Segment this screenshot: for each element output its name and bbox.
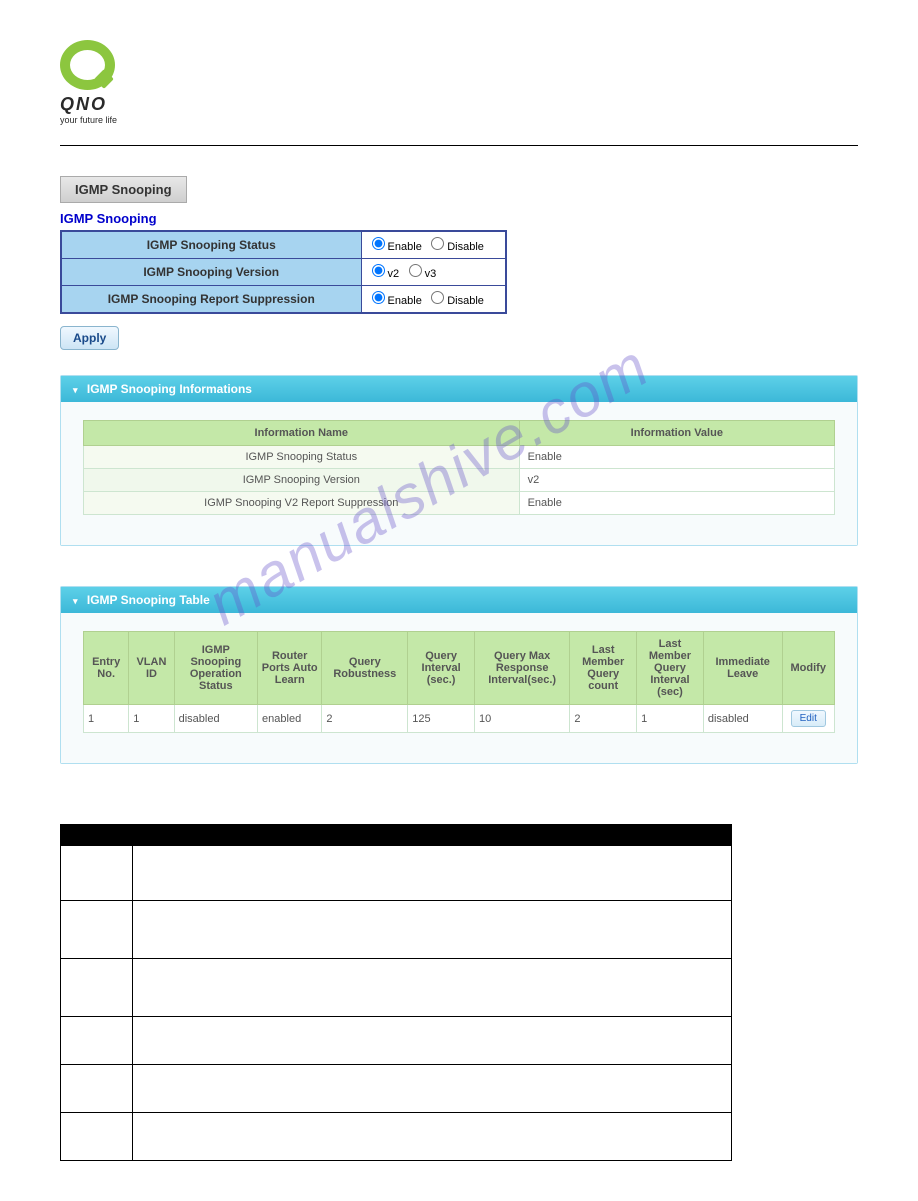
desc-cell bbox=[133, 959, 732, 1017]
info-name: IGMP Snooping Status bbox=[84, 446, 520, 469]
radio-option[interactable]: v2 bbox=[372, 268, 400, 280]
info-col-value: Information Value bbox=[519, 421, 834, 446]
section-header: IGMP Snooping bbox=[60, 176, 187, 203]
radio-option[interactable]: Disable bbox=[431, 295, 484, 307]
config-label: IGMP Snooping Status bbox=[61, 231, 361, 259]
radio-option[interactable]: v3 bbox=[409, 268, 437, 280]
info-name: IGMP Snooping V2 Report Suppression bbox=[84, 492, 520, 515]
snoop-header: Last Member Query Interval (sec) bbox=[637, 632, 704, 705]
radio-option[interactable]: Disable bbox=[431, 241, 484, 253]
snoop-cell: 2 bbox=[322, 705, 408, 733]
radio-option[interactable]: Enable bbox=[372, 295, 422, 307]
snoop-header: Entry No. bbox=[84, 632, 129, 705]
snoop-header: Query Max Response Interval(sec.) bbox=[474, 632, 569, 705]
snoop-header: Last Member Query count bbox=[570, 632, 637, 705]
snoop-cell: 125 bbox=[408, 705, 475, 733]
info-col-name: Information Name bbox=[84, 421, 520, 446]
desc-cell bbox=[61, 1113, 133, 1161]
snoop-cell: 10 bbox=[474, 705, 569, 733]
logo-q-icon bbox=[60, 40, 115, 90]
snoop-cell: 1 bbox=[129, 705, 174, 733]
snoop-header: IGMP Snooping Operation Status bbox=[174, 632, 257, 705]
snoop-header: VLAN ID bbox=[129, 632, 174, 705]
description-table bbox=[60, 824, 732, 1161]
snooping-table-header[interactable]: ▾ IGMP Snooping Table bbox=[61, 587, 857, 613]
radio-input[interactable] bbox=[431, 291, 444, 304]
info-value: Enable bbox=[519, 446, 834, 469]
config-label: IGMP Snooping Report Suppression bbox=[61, 286, 361, 314]
snoop-header: Immediate Leave bbox=[703, 632, 782, 705]
caret-down-icon: ▾ bbox=[73, 385, 78, 395]
snoop-cell: disabled bbox=[174, 705, 257, 733]
info-panel-header[interactable]: ▾ IGMP Snooping Informations bbox=[61, 376, 857, 402]
info-panel-title: IGMP Snooping Informations bbox=[87, 382, 252, 396]
radio-input[interactable] bbox=[431, 237, 444, 250]
desc-cell bbox=[61, 901, 133, 959]
config-label: IGMP Snooping Version bbox=[61, 259, 361, 286]
info-name: IGMP Snooping Version bbox=[84, 469, 520, 492]
desc-cell bbox=[61, 959, 133, 1017]
edit-button[interactable]: Edit bbox=[791, 710, 826, 727]
desc-cell bbox=[133, 1017, 732, 1065]
brand-tagline: your future life bbox=[60, 115, 858, 125]
info-value: v2 bbox=[519, 469, 834, 492]
desc-cell bbox=[61, 1065, 133, 1113]
caret-down-icon: ▾ bbox=[73, 596, 78, 606]
snoop-header: Query Robustness bbox=[322, 632, 408, 705]
snoop-cell: 1 bbox=[637, 705, 704, 733]
snoop-header: Query Interval (sec.) bbox=[408, 632, 475, 705]
info-value: Enable bbox=[519, 492, 834, 515]
radio-input[interactable] bbox=[372, 291, 385, 304]
desc-cell bbox=[133, 1113, 732, 1161]
radio-input[interactable] bbox=[372, 264, 385, 277]
logo-area: QNO your future life bbox=[60, 40, 858, 125]
subtitle: IGMP Snooping bbox=[60, 211, 858, 226]
snoop-cell: disabled bbox=[703, 705, 782, 733]
divider bbox=[60, 145, 858, 146]
config-table: IGMP Snooping Status Enable Disable IGMP… bbox=[60, 230, 507, 314]
snooping-table: Entry No.VLAN IDIGMP Snooping Operation … bbox=[83, 631, 835, 733]
desc-cell bbox=[133, 901, 732, 959]
desc-cell bbox=[61, 1017, 133, 1065]
snoop-cell: enabled bbox=[258, 705, 322, 733]
desc-cell bbox=[133, 846, 732, 901]
snoop-header: Modify bbox=[782, 632, 835, 705]
desc-cell bbox=[61, 846, 133, 901]
snooping-table-panel: ▾ IGMP Snooping Table Entry No.VLAN IDIG… bbox=[60, 586, 858, 764]
info-table: Information Name Information Value IGMP … bbox=[83, 420, 835, 515]
radio-input[interactable] bbox=[409, 264, 422, 277]
snooping-table-title: IGMP Snooping Table bbox=[87, 593, 210, 607]
desc-header-2 bbox=[133, 825, 732, 846]
radio-input[interactable] bbox=[372, 237, 385, 250]
radio-option[interactable]: Enable bbox=[372, 241, 422, 253]
snoop-cell: 2 bbox=[570, 705, 637, 733]
brand-name: QNO bbox=[60, 94, 858, 115]
snoop-header: Router Ports Auto Learn bbox=[258, 632, 322, 705]
snoop-cell: 1 bbox=[84, 705, 129, 733]
info-panel: ▾ IGMP Snooping Informations Information… bbox=[60, 375, 858, 546]
desc-header-1 bbox=[61, 825, 133, 846]
apply-button[interactable]: Apply bbox=[60, 326, 119, 350]
desc-cell bbox=[133, 1065, 732, 1113]
